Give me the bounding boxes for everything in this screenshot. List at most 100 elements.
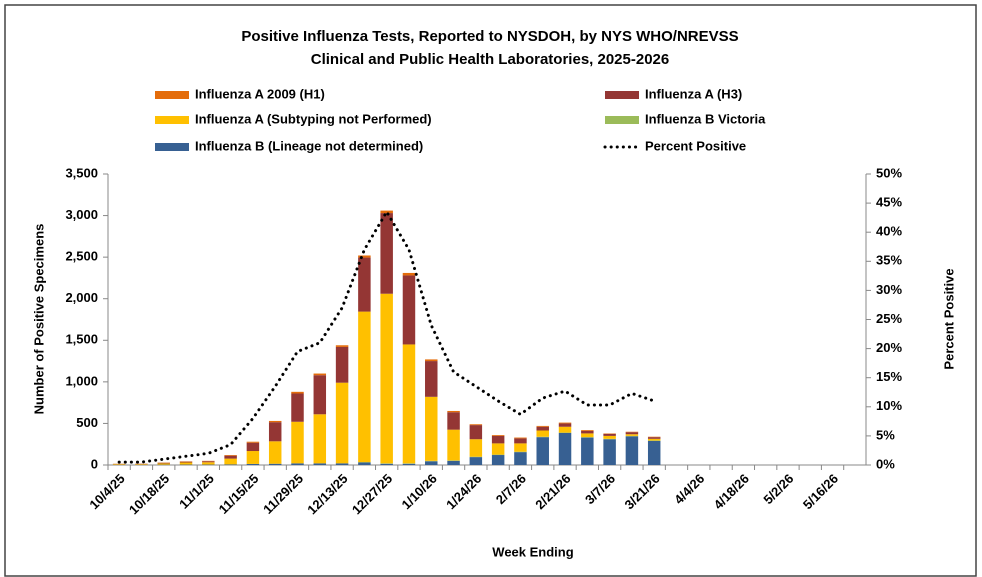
bar-segment (425, 461, 438, 465)
bar-segment (558, 432, 572, 465)
y-tick-label: 3,000 (65, 207, 98, 222)
bar-segment (380, 463, 393, 465)
bar-segment (335, 463, 349, 465)
bar-segment (514, 438, 527, 444)
bar-segment (313, 414, 327, 464)
legend-swatch (605, 91, 639, 99)
bar-segment (246, 441, 260, 443)
bar-segment (291, 421, 304, 464)
bar-segment (202, 462, 215, 465)
y2-tick-label: 30% (876, 282, 902, 297)
bar-segment (581, 437, 594, 465)
bar-segment (581, 430, 594, 434)
bar-segment (558, 426, 572, 433)
bar-segment (268, 441, 282, 464)
y-tick-label: 1,500 (65, 332, 98, 347)
bar-segment (647, 440, 661, 465)
chart-title: Positive Influenza Tests, Reported to NY… (241, 28, 738, 45)
bar-segment (491, 455, 505, 465)
bar-segment (313, 375, 327, 415)
y2-axis-title: Percent Positive (941, 268, 956, 369)
bar-segment (603, 435, 616, 439)
legend-swatch (155, 143, 189, 151)
y2-tick-label: 45% (876, 195, 902, 210)
legend-label: Influenza A (Subtyping not Performed) (195, 111, 432, 126)
bar-segment (514, 443, 527, 452)
bar-segment (380, 293, 393, 464)
bar-segment (447, 412, 460, 430)
bar-segment (425, 359, 438, 362)
legend-label: Influenza B (Lineage not determined) (195, 138, 423, 153)
bar-segment (313, 373, 327, 376)
bar-segment (380, 213, 393, 294)
bar-segment (202, 461, 215, 463)
bar-segment (380, 210, 393, 214)
bar-segment (358, 311, 371, 463)
chart-title: Clinical and Public Health Laboratories,… (311, 51, 669, 68)
bar-segment (402, 344, 416, 464)
bar-segment (179, 462, 193, 465)
y2-tick-label: 10% (876, 398, 902, 413)
legend-label: Percent Positive (645, 138, 746, 153)
bar-segment (224, 455, 237, 459)
bar-segment (246, 442, 260, 452)
bar-segment (581, 430, 594, 431)
bar-segment (536, 430, 549, 437)
y-tick-label: 2,500 (65, 249, 98, 264)
bar-segment (313, 463, 327, 465)
bar-segment (603, 439, 616, 465)
bar-segment (112, 464, 126, 465)
bar-segment (447, 460, 460, 465)
y2-tick-label: 15% (876, 369, 902, 384)
bar-segment (514, 452, 527, 465)
bar-segment (447, 429, 460, 461)
legend-swatch (155, 91, 189, 99)
legend-swatch (155, 116, 189, 124)
legend-swatch (605, 116, 639, 124)
y2-tick-label: 35% (876, 253, 902, 268)
bar-segment (335, 345, 349, 347)
bar-segment (157, 462, 170, 464)
bar-segment (224, 455, 237, 456)
bar-segment (536, 426, 549, 431)
bar-segment (335, 346, 349, 383)
bar-segment (291, 393, 304, 422)
bar-segment (402, 463, 416, 465)
bar-segment (625, 436, 639, 465)
bar-segment (246, 451, 260, 464)
y-tick-label: 0 (91, 456, 98, 471)
bar-segment (625, 432, 639, 435)
bar-segment (536, 425, 549, 427)
bar-segment (358, 462, 371, 465)
bar-segment (581, 433, 594, 438)
y2-tick-label: 20% (876, 340, 902, 355)
y2-tick-label: 0% (876, 456, 895, 471)
bar-segment (514, 437, 527, 439)
bar-segment (491, 435, 505, 444)
bar-segment (647, 437, 661, 439)
bar-segment (179, 461, 193, 463)
bar-segment (358, 255, 371, 258)
bar-segment (536, 437, 549, 465)
y-axis-title: Number of Positive Specimens (31, 224, 46, 415)
bar-segment (491, 443, 505, 455)
bar-segment (558, 423, 572, 427)
bar-segment (425, 361, 438, 397)
bar-segment (402, 272, 416, 276)
bar-segment (558, 422, 572, 424)
y-tick-label: 1,000 (65, 373, 98, 388)
bar-segment (491, 435, 505, 436)
bar-segment (224, 464, 237, 465)
bar-segment (335, 382, 349, 464)
y2-tick-label: 5% (876, 427, 895, 442)
bar-segment (224, 458, 237, 465)
legend-label: Influenza A 2009 (H1) (195, 86, 325, 101)
bar-segment (625, 434, 639, 436)
y-tick-label: 3,500 (65, 165, 98, 180)
bar-segment (246, 463, 260, 465)
bar-segment (291, 391, 304, 394)
bar-segment (603, 433, 616, 436)
bar-segment (447, 410, 460, 413)
bar-segment (135, 464, 148, 465)
